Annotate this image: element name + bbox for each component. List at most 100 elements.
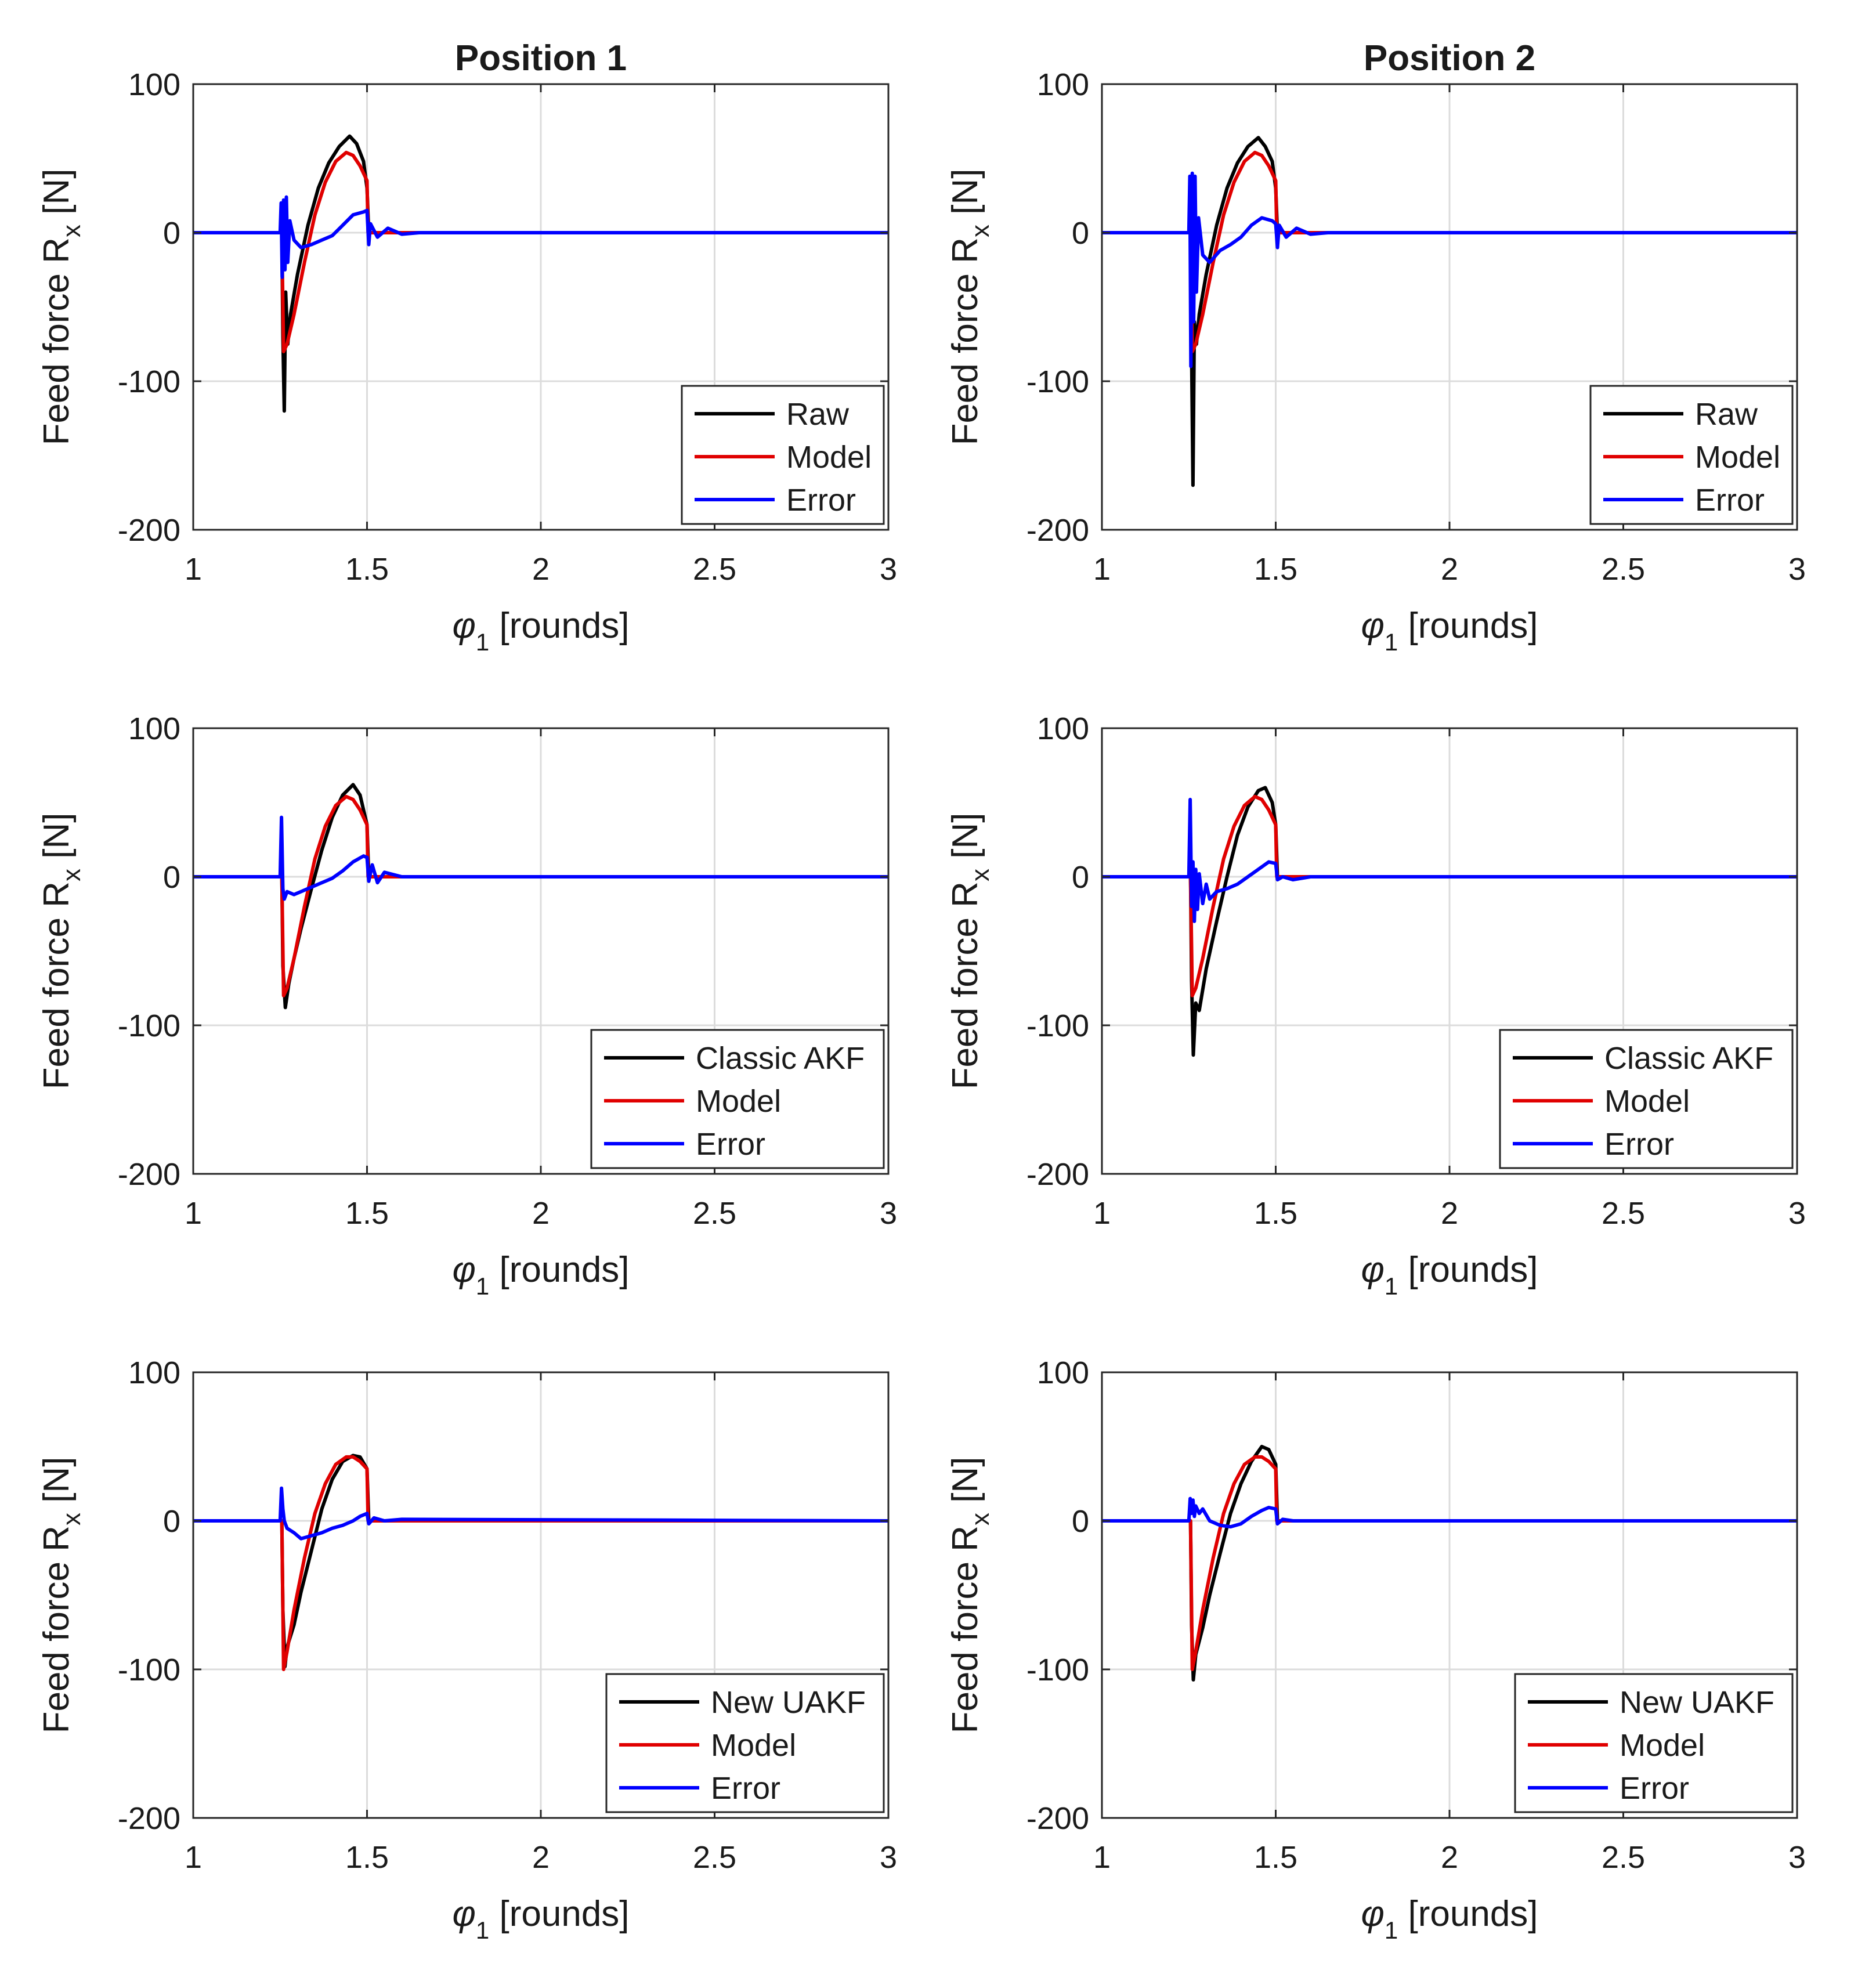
chart-panel-4: 1 1.5 2 2.5 3 -200 -100 0 100 φ1 [rounds] Feed for…: [945, 711, 1806, 1300]
series-line-2: [193, 794, 888, 997]
y-tick-label: -200: [118, 1157, 180, 1192]
legend-label-2: Model: [786, 440, 872, 475]
x-tick-label: 1.5: [345, 552, 389, 587]
y-tick-label: 100: [128, 711, 180, 746]
x-tick-label: 1.5: [1254, 552, 1297, 587]
y-tick-label: -100: [1026, 364, 1089, 399]
chart-title: Position 1: [455, 38, 627, 78]
x-tick-label: 1: [1093, 552, 1111, 587]
legend: Raw Model Error: [681, 385, 885, 525]
legend-label-3: Error: [786, 483, 856, 518]
x-tick-label: 2: [532, 1840, 550, 1875]
legend: New UAKF Model Error: [1514, 1673, 1794, 1813]
legend-label-1: New UAKF: [1620, 1685, 1774, 1720]
y-tick-label: 0: [163, 1504, 180, 1539]
x-tick-label: 1: [1093, 1196, 1111, 1231]
x-tick-label: 3: [1788, 1196, 1806, 1231]
series-line-2: [193, 1455, 888, 1671]
x-tick-label: 2: [532, 1196, 550, 1231]
x-tick-label: 1.5: [345, 1840, 389, 1875]
y-tick-label: -100: [118, 1653, 180, 1687]
chart-title: Position 2: [1364, 38, 1535, 78]
chart-panel-5: 1 1.5 2 2.5 3 -200 -100 0 100 φ1 [rounds] Feed for…: [37, 1355, 897, 1944]
y-tick-label: -100: [118, 1008, 180, 1043]
x-tick-label: 2.5: [693, 1840, 736, 1875]
x-tick-label: 1: [185, 552, 202, 587]
x-tick-label: 2.5: [693, 552, 736, 587]
chart-panel-3: 1 1.5 2 2.5 3 -200 -100 0 100 φ1 [rounds] Feed for…: [37, 711, 897, 1300]
y-tick-label: 0: [163, 860, 180, 895]
x-tick-label: 2: [1441, 552, 1458, 587]
chart-panel-6: 1 1.5 2 2.5 3 -200 -100 0 100 φ1 [rounds] Feed for…: [945, 1355, 1806, 1944]
x-tick-label: 1.5: [345, 1196, 389, 1231]
legend-label-2: Model: [1620, 1728, 1705, 1763]
y-axis-label: Feed force Rx [N]: [945, 1457, 995, 1734]
legend-label-3: Error: [696, 1127, 765, 1162]
x-tick-label: 1: [1093, 1840, 1111, 1875]
series-line-2: [193, 150, 888, 353]
series-line-3: [193, 815, 888, 901]
y-tick-label: 100: [1037, 67, 1089, 102]
series-line-3: [1102, 1496, 1797, 1529]
chart-panel-1: 1 1.5 2 2.5 3 -200 -100 0 100 φ1 [rounds] Feed for…: [37, 38, 897, 656]
y-tick-label: -200: [1026, 513, 1089, 548]
legend: Classic AKF Model Error: [1499, 1029, 1794, 1169]
y-tick-label: 100: [128, 1355, 180, 1390]
legend-label-1: Classic AKF: [696, 1041, 865, 1076]
x-tick-label: 1.5: [1254, 1196, 1297, 1231]
legend-label-1: Raw: [1695, 397, 1758, 432]
x-axis-label: φ1 [rounds]: [1361, 606, 1538, 656]
legend-label-2: Model: [711, 1728, 796, 1763]
legend-label-3: Error: [1695, 483, 1765, 518]
series-line-2: [1102, 794, 1797, 997]
y-tick-label: -100: [1026, 1653, 1089, 1687]
series-line-1: [1102, 786, 1797, 1057]
y-axis-label: Feed force Rx [N]: [945, 813, 995, 1090]
x-tick-label: 1: [185, 1196, 202, 1231]
legend-label-1: Classic AKF: [1604, 1041, 1773, 1076]
x-tick-label: 3: [1788, 1840, 1806, 1875]
x-axis-label: φ1 [rounds]: [1361, 1894, 1538, 1944]
x-axis-label: φ1 [rounds]: [452, 1894, 629, 1944]
legend-label-2: Model: [696, 1084, 781, 1119]
x-tick-label: 3: [880, 1196, 897, 1231]
legend-label-1: Raw: [786, 397, 850, 432]
x-axis-label: φ1 [rounds]: [452, 606, 629, 656]
legend: Classic AKF Model Error: [590, 1029, 885, 1169]
y-axis-label: Feed force Rx [N]: [37, 813, 86, 1090]
x-tick-label: 2: [532, 552, 550, 587]
y-tick-label: 100: [1037, 711, 1089, 746]
series-line-3: [193, 1486, 888, 1541]
y-axis-label: Feed force Rx [N]: [37, 1457, 86, 1734]
legend-label-3: Error: [1620, 1771, 1689, 1806]
x-tick-label: 2.5: [1602, 552, 1645, 587]
y-tick-label: 0: [163, 216, 180, 251]
legend-label-1: New UAKF: [711, 1685, 866, 1720]
series-line-3: [1102, 797, 1797, 923]
y-tick-label: 0: [1072, 860, 1089, 895]
y-tick-label: 0: [1072, 1504, 1089, 1539]
legend: Raw Model Error: [1589, 385, 1794, 525]
legend-label-2: Model: [1695, 440, 1780, 475]
legend-label-2: Model: [1604, 1084, 1690, 1119]
y-axis-label: Feed force Rx [N]: [945, 169, 995, 446]
y-tick-label: 100: [128, 67, 180, 102]
x-tick-label: 3: [1788, 552, 1806, 587]
series-line-3: [193, 195, 888, 279]
y-tick-label: -200: [118, 1801, 180, 1836]
y-axis-label: Feed force Rx [N]: [37, 169, 86, 446]
chart-panel-2: 1 1.5 2 2.5 3 -200 -100 0 100 φ1 [rounds] Feed for…: [945, 38, 1806, 656]
y-tick-label: -200: [118, 513, 180, 548]
y-tick-label: -100: [1026, 1008, 1089, 1043]
x-tick-label: 2: [1441, 1196, 1458, 1231]
series-line-2: [1102, 150, 1797, 353]
x-tick-label: 3: [880, 1840, 897, 1875]
y-tick-label: -100: [118, 364, 180, 399]
x-tick-label: 3: [880, 552, 897, 587]
x-tick-label: 1.5: [1254, 1840, 1297, 1875]
y-tick-label: -200: [1026, 1801, 1089, 1836]
legend: New UAKF Model Error: [605, 1673, 885, 1813]
x-tick-label: 1: [185, 1840, 202, 1875]
legend-label-3: Error: [711, 1771, 780, 1806]
